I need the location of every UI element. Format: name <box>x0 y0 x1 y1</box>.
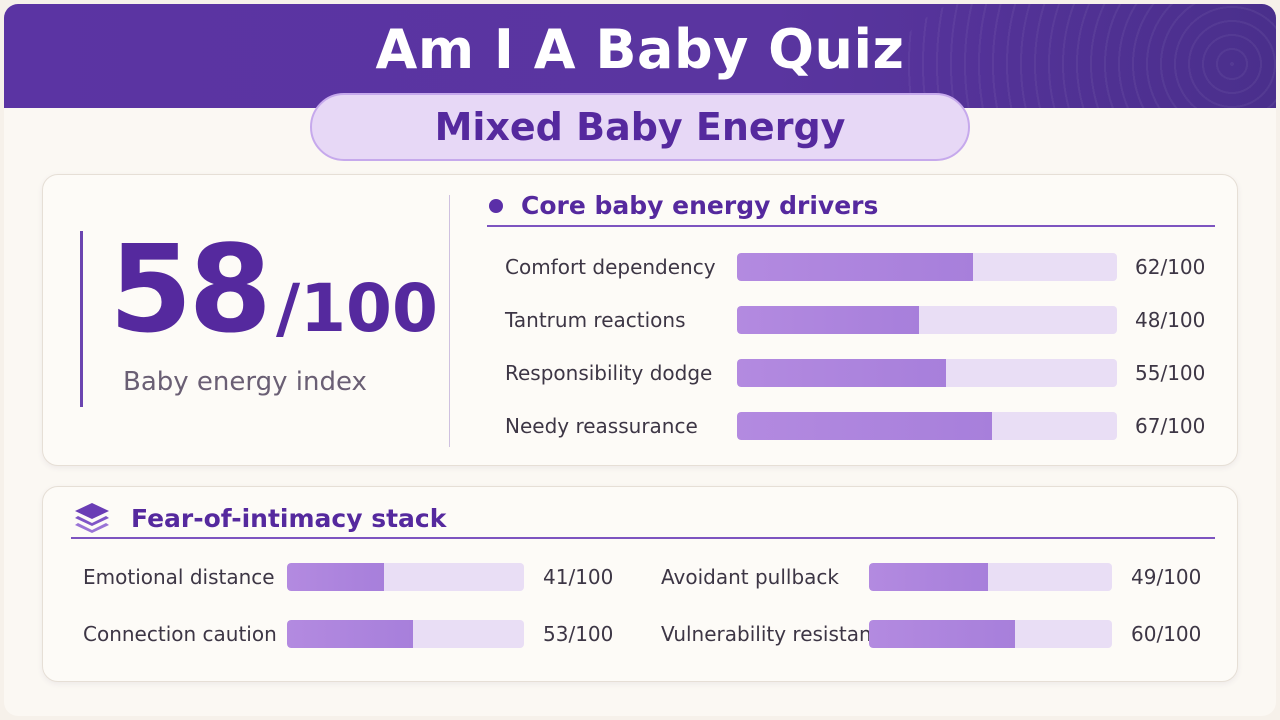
progress-bar-track <box>287 563 524 591</box>
progress-bar-fill <box>737 306 920 334</box>
metric-value: 62/100 <box>1135 255 1206 279</box>
progress-bar-fill <box>287 563 385 591</box>
progress-bar-track <box>737 359 1117 387</box>
progress-bar-track <box>287 620 524 648</box>
progress-bar-fill <box>737 253 973 281</box>
metric-label: Avoidant pullback <box>661 565 839 589</box>
progress-bar-fill <box>287 620 413 648</box>
layers-icon <box>75 503 109 533</box>
metric-row: Responsibility dodge <box>505 359 712 387</box>
metric-label: Connection caution <box>83 622 277 646</box>
score-value: 58 <box>109 221 272 360</box>
metric-label: Vulnerability resistance <box>661 622 895 646</box>
intimacy-stack-title: Fear-of-intimacy stack <box>73 501 446 535</box>
result-label-pill: Mixed Baby Energy <box>310 93 970 161</box>
metric-row: Comfort dependency <box>505 253 716 281</box>
metric-value: 67/100 <box>1135 414 1206 438</box>
progress-bar-track <box>869 620 1112 648</box>
metric-value: 60/100 <box>1131 622 1202 646</box>
quiz-result-page: Am I A Baby Quiz Mixed Baby Energy 58 /1… <box>4 4 1276 716</box>
metric-row: Avoidant pullback <box>661 563 839 591</box>
metric-row: Needy reassurance <box>505 412 698 440</box>
metric-label: Responsibility dodge <box>505 361 713 385</box>
core-drivers-rule <box>487 225 1215 227</box>
metric-value: 48/100 <box>1135 308 1206 332</box>
bullet-dot-icon <box>489 198 503 213</box>
progress-bar-track <box>737 306 1117 334</box>
progress-bar-track <box>737 412 1117 440</box>
metric-row: Connection caution <box>83 620 277 648</box>
metric-label: Needy reassurance <box>505 414 698 438</box>
intimacy-stack-card: Fear-of-intimacy stack Emotional distanc… <box>42 486 1238 682</box>
progress-bar-fill <box>869 563 989 591</box>
core-drivers-title: Core baby energy drivers <box>489 191 878 220</box>
metric-label: Tantrum reactions <box>505 308 686 332</box>
metric-value: 55/100 <box>1135 361 1206 385</box>
metric-label: Emotional distance <box>83 565 275 589</box>
progress-bar-fill <box>737 412 992 440</box>
page-title: Am I A Baby Quiz <box>375 18 905 81</box>
metric-value: 49/100 <box>1131 565 1202 589</box>
card-divider <box>449 195 450 447</box>
progress-bar-track <box>869 563 1112 591</box>
score-label: Baby energy index <box>123 367 367 397</box>
score-accent-rule <box>80 231 83 407</box>
intimacy-stack-rule <box>71 537 1215 539</box>
metric-row: Vulnerability resistance <box>661 620 895 648</box>
progress-bar-track <box>737 253 1117 281</box>
core-drivers-card: 58 /100 Baby energy index Core baby ener… <box>42 174 1238 466</box>
core-drivers-title-text: Core baby energy drivers <box>521 191 879 220</box>
progress-bar-fill <box>869 620 1015 648</box>
metric-value: 41/100 <box>543 565 614 589</box>
progress-bar-fill <box>737 359 946 387</box>
header-banner: Am I A Baby Quiz <box>4 4 1276 108</box>
metric-row: Emotional distance <box>83 563 275 591</box>
metric-label: Comfort dependency <box>505 255 716 279</box>
metric-value: 53/100 <box>543 622 614 646</box>
score-display: 58 /100 <box>109 221 438 360</box>
intimacy-stack-title-text: Fear-of-intimacy stack <box>131 503 447 533</box>
header-wave-decoration <box>896 4 1276 108</box>
score-denominator: /100 <box>276 270 438 347</box>
metric-row: Tantrum reactions <box>505 306 686 334</box>
